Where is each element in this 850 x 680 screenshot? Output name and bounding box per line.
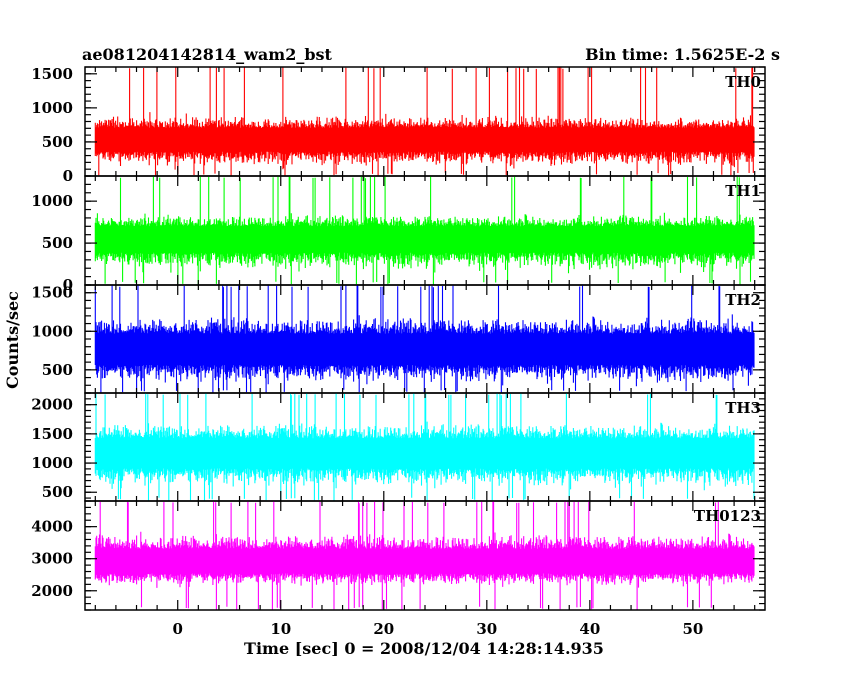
th0123-panel-label: TH0123	[694, 507, 761, 525]
panel-th0: 0 500 1000 1500 TH0	[31, 65, 766, 185]
th2-y-tick-label: 1000	[31, 322, 73, 340]
th0-y-tick-label: 1500	[31, 65, 73, 83]
th0-y-tick-label: 1000	[31, 99, 73, 117]
th2-y-tick-label: 500	[42, 361, 73, 379]
th1-series-line	[94, 176, 755, 285]
x-tick-label: 40	[579, 620, 600, 638]
x-tick-label: 0	[173, 620, 183, 638]
x-tick-label: 10	[270, 620, 291, 638]
th2-series-line	[94, 285, 755, 393]
panel-th2: 500 1000 1500 TH2	[31, 284, 766, 394]
th1-panel-label: TH1	[725, 182, 761, 200]
chart-title: ae081204142814_wam2_bst	[82, 45, 333, 64]
th0123-y-tick-label: 3000	[31, 550, 73, 568]
panel-th1: 0 500 1000 TH1	[31, 175, 766, 294]
th1-y-tick-label: 0	[63, 276, 73, 294]
th0-y-tick-label: 0	[63, 167, 73, 185]
th0123-y-tick-label: 4000	[31, 518, 73, 536]
panel-th0123: 2000 3000 4000 TH0123	[31, 500, 766, 611]
th0-series-line	[94, 67, 755, 176]
th2-y-tick-label: 1500	[31, 284, 73, 302]
th0123-y-tick-label: 2000	[31, 582, 73, 600]
th1-y-tick-label: 1000	[31, 192, 73, 210]
x-axis-label: Time [sec] 0 = 2008/12/04 14:28:14.935	[244, 639, 604, 658]
th3-y-tick-label: 2000	[31, 396, 73, 414]
th0123-series-line	[94, 501, 755, 610]
th3-y-tick-label: 1500	[31, 425, 73, 443]
bin-time-label: Bin time: 1.5625E-2 s	[585, 45, 780, 64]
th0-y-tick-label: 500	[42, 133, 73, 151]
th3-y-tick-label: 500	[42, 483, 73, 501]
th3-series-line	[94, 393, 755, 501]
panel-th3: 500 1000 1500 2000 TH3	[31, 392, 766, 502]
y-axis-label: Counts/sec	[3, 291, 22, 389]
x-axis-ticks: 0 10 20 30 40 50	[173, 620, 704, 638]
x-tick-label: 30	[476, 620, 497, 638]
x-tick-label: 20	[373, 620, 394, 638]
x-tick-label: 50	[682, 620, 703, 638]
th1-y-tick-label: 500	[42, 234, 73, 252]
th0-panel-label: TH0	[725, 73, 761, 91]
th3-y-tick-label: 1000	[31, 454, 73, 472]
panels-group: 0 500 1000 1500 TH0 0 500 1000 TH1 500 1000 1500 TH2…	[31, 65, 766, 611]
th2-panel-label: TH2	[725, 291, 761, 309]
th3-panel-label: TH3	[725, 399, 761, 417]
